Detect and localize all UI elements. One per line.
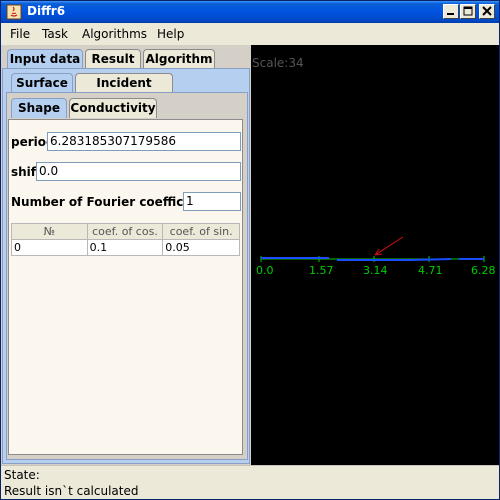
shift-input[interactable]: 0.0 xyxy=(36,162,241,181)
surface-profile xyxy=(261,257,484,261)
tick-label: 3.14 xyxy=(363,264,388,277)
close-button[interactable] xyxy=(479,4,495,19)
menu-file[interactable]: File xyxy=(10,27,31,41)
table-cell[interactable]: 0 xyxy=(11,239,88,256)
status-state-label: State: xyxy=(4,468,40,482)
close-icon xyxy=(482,6,492,16)
tab-input-data[interactable]: Input data xyxy=(7,49,83,69)
minimize-button[interactable] xyxy=(443,4,459,19)
table-header-row: № coef. of cos. coef. of sin. xyxy=(11,223,240,240)
scale-readout: Scale:34 xyxy=(252,56,304,70)
tick-label: 6.28 xyxy=(471,264,496,277)
coefficients-table: № coef. of cos. coef. of sin. 0 0.1 0.05 xyxy=(11,223,240,256)
minimize-icon xyxy=(447,13,454,15)
shift-label: shift xyxy=(11,165,42,179)
fourier-count-label: Number of Fourier coefficients xyxy=(11,195,217,209)
window-title: Diffr6 xyxy=(27,4,66,18)
column-header[interactable]: coef. of sin. xyxy=(162,223,240,240)
status-message: Result isn`t calculated xyxy=(4,484,139,498)
tick-label: 0.0 xyxy=(256,264,274,277)
tab-incident-wave[interactable]: Incident Wave xyxy=(75,73,173,108)
period-label: period xyxy=(11,135,55,149)
tick-label: 1.57 xyxy=(309,264,334,277)
fourier-count-input[interactable]: 1 xyxy=(183,192,241,211)
table-cell[interactable]: 0.05 xyxy=(162,239,240,256)
menu-help[interactable]: Help xyxy=(157,27,185,41)
surface-canvas[interactable]: Scale:34 0.0 1.57 3.14 4.71 6.28 xyxy=(251,45,499,465)
tab-conductivity[interactable]: Conductivity xyxy=(69,98,157,118)
table-cell[interactable]: 0.1 xyxy=(86,239,164,256)
java-app-icon xyxy=(6,4,22,20)
menu-task[interactable]: Task xyxy=(42,27,68,41)
tab-shape[interactable]: Shape xyxy=(11,98,67,118)
surface-plot: 0.0 1.57 3.14 4.71 6.28 xyxy=(256,236,496,277)
title-bar[interactable]: Diffr6 xyxy=(1,1,499,23)
arrow-head-icon xyxy=(374,248,383,256)
tab-result[interactable]: Result xyxy=(85,49,141,69)
incident-wave-arrow xyxy=(374,236,404,256)
tick-label: 4.71 xyxy=(418,264,443,277)
column-header[interactable]: № xyxy=(11,223,88,240)
tab-algorithm[interactable]: Algorithm xyxy=(143,49,215,69)
maximize-button[interactable] xyxy=(460,4,476,19)
menu-bar: File Task Algorithms Help xyxy=(1,23,499,45)
maximize-icon xyxy=(463,6,473,16)
status-bar: State: Result isn`t calculated xyxy=(1,465,499,499)
table-row: 0 0.1 0.05 xyxy=(11,239,240,256)
period-input[interactable]: 6.283185307179586 xyxy=(47,132,241,151)
menu-algorithms[interactable]: Algorithms xyxy=(82,27,148,41)
column-header[interactable]: coef. of cos. xyxy=(86,223,164,240)
tab-surface[interactable]: Surface xyxy=(11,73,73,93)
